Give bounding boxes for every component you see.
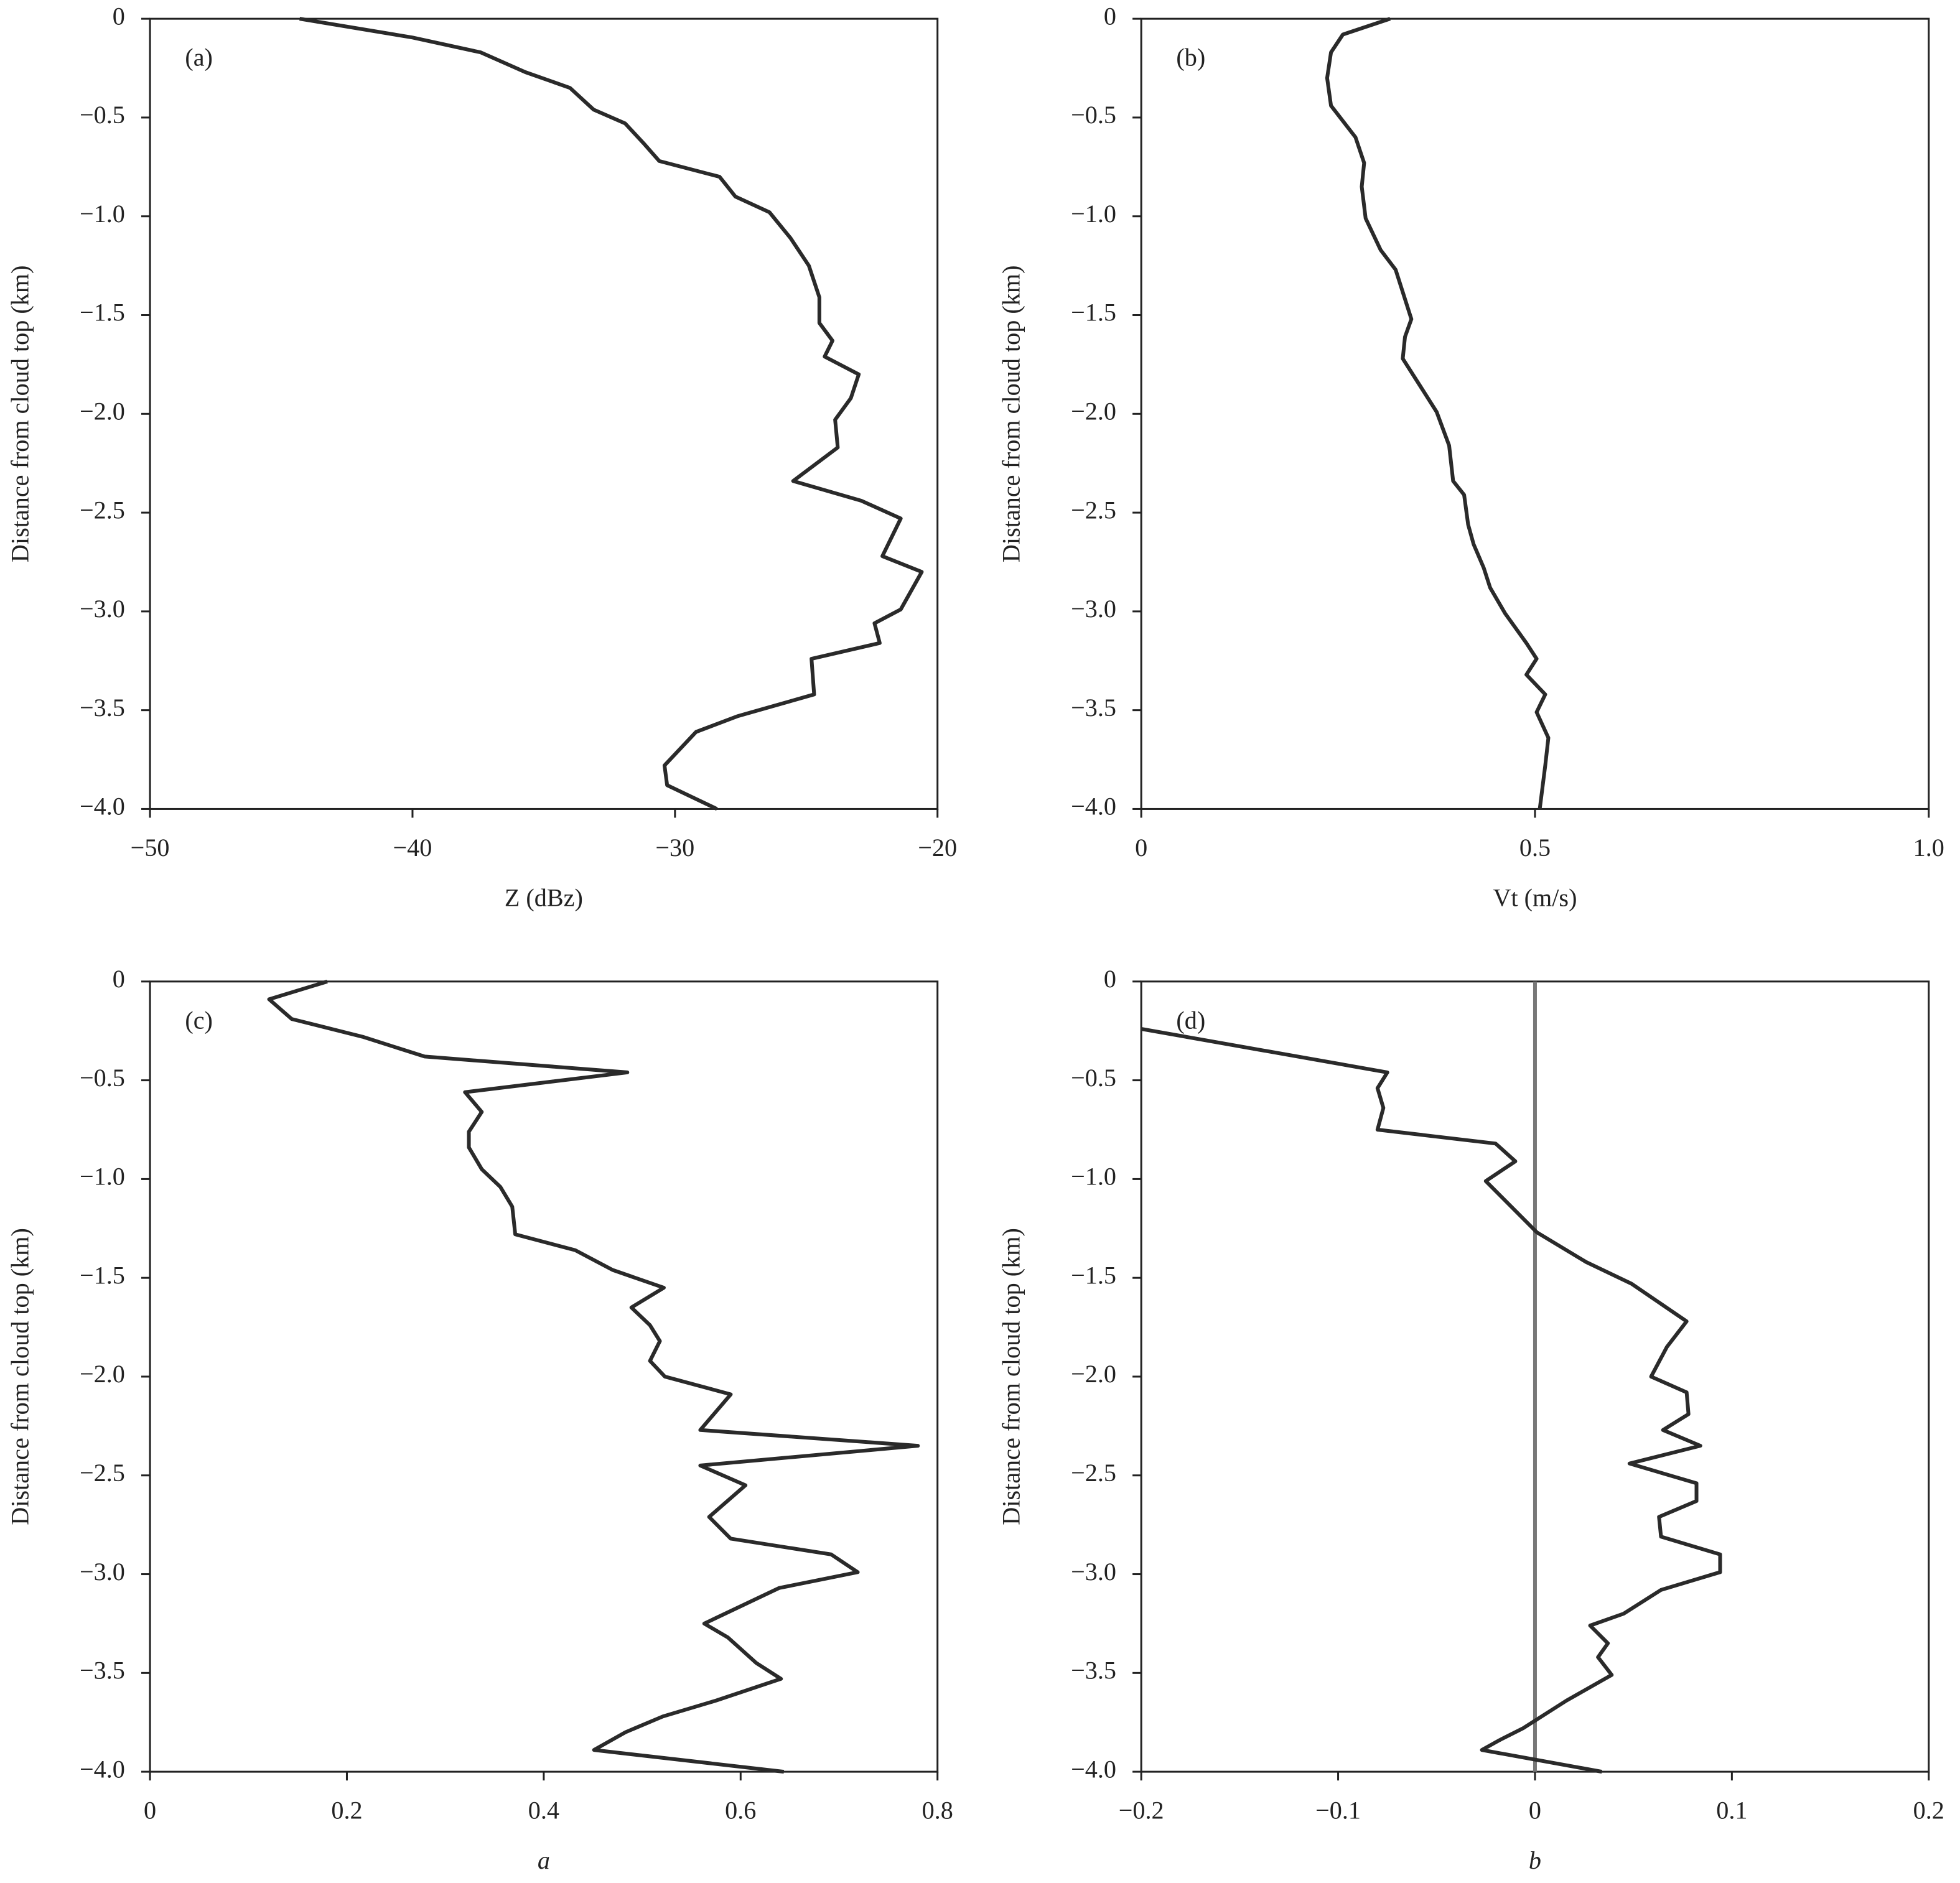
x-tick-label: 0.6 [725,1797,756,1825]
y-axis-label: Distance from cloud top (km) [6,1228,34,1525]
x-tick-label: 0.2 [331,1797,362,1825]
y-tick-label: −2.0 [80,1360,125,1388]
y-tick-label: −4.0 [80,793,125,821]
plot-frame [149,17,939,810]
y-tick-label: −2.5 [1071,496,1116,524]
x-tick-label: 0 [1135,834,1147,862]
y-axis-label: Distance from cloud top (km) [997,265,1025,562]
x-axis-label: Vt (m/s) [1493,883,1577,911]
panel-label: (d) [1176,1006,1205,1034]
y-tick-label: −3.0 [80,1558,125,1586]
panel-label: (c) [185,1006,213,1034]
y-tick-label: −2.0 [80,398,125,425]
x-tick-label: 0 [1529,1797,1541,1825]
x-tick-label: −50 [131,834,170,862]
x-tick-label: 0.1 [1716,1797,1747,1825]
x-tick-label: −20 [918,834,957,862]
y-tick-label: −1.5 [1071,1261,1116,1289]
x-tick-label: 0 [144,1797,156,1825]
x-tick-label: 0.8 [922,1797,953,1825]
x-tick-label: 0.5 [1519,834,1551,862]
y-tick-label: −2.5 [1071,1459,1116,1487]
y-tick-label: −2.0 [1071,1360,1116,1388]
x-tick-label: 0.4 [528,1797,559,1825]
data-line [1141,1027,1722,1774]
y-axis-label: Distance from cloud top (km) [6,265,34,562]
y-tick-label: −4.0 [1071,793,1116,821]
y-tick-label: −1.0 [1071,1163,1116,1191]
y-tick-label: −3.0 [80,595,125,623]
y-tick-label: −1.0 [80,1163,125,1191]
y-tick-label: 0 [1104,2,1116,30]
x-axis-label: a [538,1846,550,1874]
y-tick-label: −2.5 [80,1459,125,1487]
y-tick-label: −3.5 [1071,1657,1116,1685]
x-tick-label: −0.1 [1315,1797,1361,1825]
y-tick-label: −1.0 [1071,200,1116,228]
panel-label: (a) [185,44,213,72]
x-tick-label: −40 [393,834,432,862]
y-tick-label: 0 [1104,965,1116,993]
y-axis-label: Distance from cloud top (km) [997,1228,1025,1525]
y-tick-label: −0.5 [80,101,125,129]
y-tick-label: −1.5 [80,1261,125,1289]
x-tick-label: −30 [655,834,694,862]
y-tick-label: −0.5 [1071,101,1116,129]
y-tick-label: −3.5 [1071,694,1116,722]
y-tick-label: −3.0 [1071,1558,1116,1586]
y-tick-label: −3.5 [80,694,125,722]
plot-frame [1140,17,1930,810]
y-tick-label: −0.5 [1071,1064,1116,1092]
data-line [1325,17,1551,809]
y-tick-label: 0 [113,965,125,993]
x-axis-label: Z (dBz) [505,883,583,911]
data-line [299,17,924,811]
x-tick-label: −0.2 [1119,1797,1164,1825]
y-tick-label: −3.0 [1071,595,1116,623]
y-tick-label: −4.0 [1071,1755,1116,1783]
y-tick-label: 0 [113,2,125,30]
y-tick-label: −2.0 [1071,398,1116,425]
y-tick-label: −0.5 [80,1064,125,1092]
y-tick-label: −3.5 [80,1657,125,1685]
x-tick-label: 1.0 [1913,834,1944,862]
plot-frame [149,980,939,1773]
panel-label: (b) [1176,44,1205,72]
x-tick-label: 0.2 [1913,1797,1944,1825]
data-line [267,979,920,1774]
y-tick-label: −1.5 [80,299,125,327]
x-axis-label: b [1529,1846,1541,1874]
y-tick-label: −1.5 [1071,299,1116,327]
y-tick-label: −2.5 [80,496,125,524]
y-tick-label: −1.0 [80,200,125,228]
y-tick-label: −4.0 [80,1755,125,1783]
